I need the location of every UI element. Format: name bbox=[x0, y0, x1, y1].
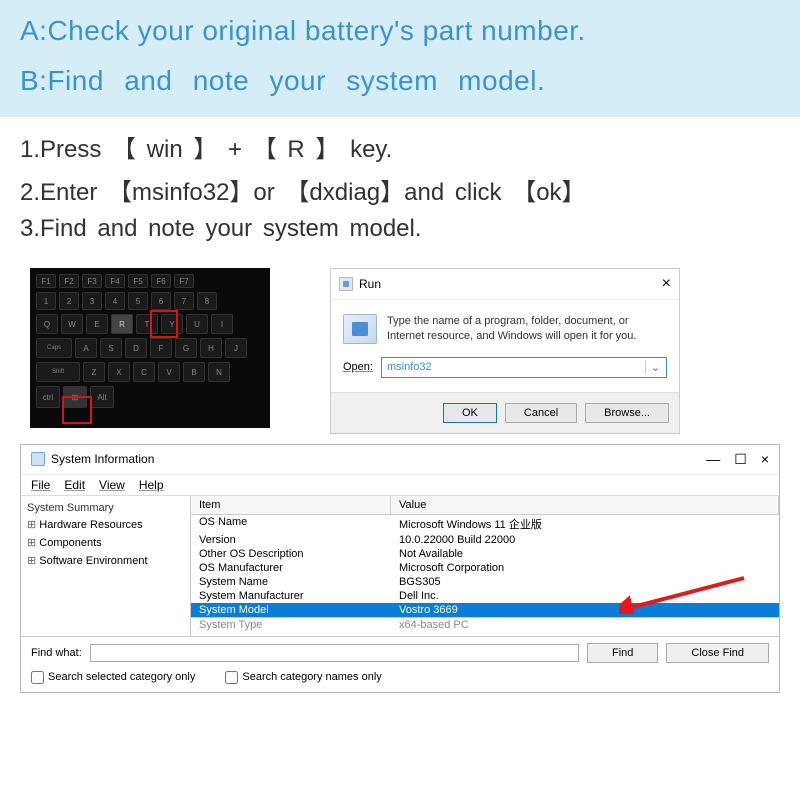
sysinfo-tree: System Summary Hardware Resources Compon… bbox=[21, 496, 191, 636]
col-header-value: Value bbox=[391, 496, 779, 514]
find-bar: Find what: Find Close Find bbox=[21, 636, 779, 669]
find-button[interactable]: Find bbox=[587, 643, 658, 663]
kb-key: G bbox=[175, 338, 197, 358]
kb-key: F7 bbox=[174, 274, 194, 288]
run-dialog: Run × Type the name of a program, folder… bbox=[330, 268, 680, 434]
table-row[interactable]: OS NameMicrosoft Windows 11 企业版 bbox=[191, 515, 779, 533]
kb-key: Z bbox=[83, 362, 105, 382]
kb-key: F3 bbox=[82, 274, 102, 288]
sysinfo-title-text: System Information bbox=[51, 452, 154, 466]
kb-key: C bbox=[133, 362, 155, 382]
kb-key: X bbox=[108, 362, 130, 382]
col-header-item: Item bbox=[191, 496, 391, 514]
kb-key: D bbox=[125, 338, 147, 358]
menu-help[interactable]: Help bbox=[139, 478, 164, 492]
kb-key: Alt bbox=[90, 386, 114, 408]
table-row[interactable]: System NameBGS305 bbox=[191, 575, 779, 589]
menu-file[interactable]: File bbox=[31, 478, 50, 492]
cb-selected-category[interactable]: Search selected category only bbox=[31, 671, 195, 684]
header-line-b: B:Find and note your system model. bbox=[20, 65, 780, 97]
kb-key: H bbox=[200, 338, 222, 358]
minimize-icon[interactable]: — bbox=[706, 451, 720, 468]
sysinfo-menubar: File Edit View Help bbox=[21, 475, 779, 496]
win-key-highlight bbox=[62, 396, 92, 424]
header-line-a: A:Check your original battery's part num… bbox=[20, 15, 780, 47]
kb-key: F4 bbox=[105, 274, 125, 288]
kb-key: E bbox=[86, 314, 108, 334]
kb-key: Shift bbox=[36, 362, 80, 382]
kb-key: N bbox=[208, 362, 230, 382]
run-title-icon bbox=[339, 277, 353, 291]
table-row[interactable]: Version10.0.22000 Build 22000 bbox=[191, 533, 779, 547]
kb-key: J bbox=[225, 338, 247, 358]
menu-view[interactable]: View bbox=[99, 478, 125, 492]
kb-key: 4 bbox=[105, 292, 125, 310]
table-row[interactable]: OS ManufacturerMicrosoft Corporation bbox=[191, 561, 779, 575]
row-cut: System Type x64-based PC bbox=[191, 617, 779, 632]
table-row[interactable]: System ManufacturerDell Inc. bbox=[191, 589, 779, 603]
menu-edit[interactable]: Edit bbox=[64, 478, 85, 492]
kb-key: A bbox=[75, 338, 97, 358]
kb-key: F6 bbox=[151, 274, 171, 288]
tree-system-summary[interactable]: System Summary bbox=[27, 500, 184, 518]
tree-hardware[interactable]: Hardware Resources bbox=[27, 517, 184, 535]
find-label: Find what: bbox=[31, 647, 82, 659]
step-1: 1.Press 【 win 】 + 【 R 】 key. bbox=[20, 129, 780, 164]
kb-key: 5 bbox=[128, 292, 148, 310]
step-2: 2.Enter 【msinfo32】or 【dxdiag】and click 【… bbox=[20, 172, 780, 207]
ok-button[interactable]: OK bbox=[443, 403, 497, 423]
kb-key: I bbox=[211, 314, 233, 334]
cancel-button[interactable]: Cancel bbox=[505, 403, 577, 423]
kb-key: 2 bbox=[59, 292, 79, 310]
kb-key: 7 bbox=[174, 292, 194, 310]
close-icon[interactable]: × bbox=[761, 451, 769, 468]
kb-key: R bbox=[111, 314, 133, 334]
run-titlebar: Run × bbox=[331, 269, 679, 300]
step-3: 3.Find and note your system model. bbox=[20, 215, 780, 243]
run-description: Type the name of a program, folder, docu… bbox=[387, 314, 667, 345]
table-row[interactable]: Other OS DescriptionNot Available bbox=[191, 547, 779, 561]
row-system-model[interactable]: System Model Vostro 3669 bbox=[191, 603, 779, 617]
r-key-highlight bbox=[150, 310, 178, 338]
kb-key: F bbox=[150, 338, 172, 358]
find-input[interactable] bbox=[90, 644, 579, 662]
kb-key: U bbox=[186, 314, 208, 334]
kb-key: F5 bbox=[128, 274, 148, 288]
sysinfo-window: System Information — ☐ × File Edit View … bbox=[20, 444, 780, 693]
kb-key: B bbox=[183, 362, 205, 382]
kb-key: 8 bbox=[197, 292, 217, 310]
maximize-icon[interactable]: ☐ bbox=[734, 451, 747, 468]
run-title-text: Run bbox=[359, 277, 381, 291]
kb-key: 1 bbox=[36, 292, 56, 310]
close-icon[interactable]: × bbox=[662, 275, 671, 293]
sysinfo-titlebar: System Information — ☐ × bbox=[21, 445, 779, 475]
run-input[interactable]: msinfo32 ⌄ bbox=[381, 357, 667, 378]
sysinfo-table: Item Value OS NameMicrosoft Windows 11 企… bbox=[191, 496, 779, 636]
kb-key: 3 bbox=[82, 292, 102, 310]
keyboard-image: F1F2F3F4F5F6F7 12345678 QWERTYUI CapsASD… bbox=[30, 268, 270, 428]
cb-category-names[interactable]: Search category names only bbox=[225, 671, 381, 684]
steps-list: 1.Press 【 win 】 + 【 R 】 key. 2.Enter 【ms… bbox=[0, 117, 800, 263]
kb-key: S bbox=[100, 338, 122, 358]
tree-software[interactable]: Software Environment bbox=[27, 553, 184, 571]
kb-key: F1 bbox=[36, 274, 56, 288]
dropdown-icon[interactable]: ⌄ bbox=[645, 361, 661, 374]
kb-key: Caps bbox=[36, 338, 72, 358]
kb-key: ctrl bbox=[36, 386, 60, 408]
sysinfo-icon bbox=[31, 452, 45, 466]
kb-key: V bbox=[158, 362, 180, 382]
kb-key: Q bbox=[36, 314, 58, 334]
kb-key: F2 bbox=[59, 274, 79, 288]
browse-button[interactable]: Browse... bbox=[585, 403, 669, 423]
kb-key: 6 bbox=[151, 292, 171, 310]
instruction-header: A:Check your original battery's part num… bbox=[0, 0, 800, 117]
kb-key: W bbox=[61, 314, 83, 334]
close-find-button[interactable]: Close Find bbox=[666, 643, 769, 663]
open-label: Open: bbox=[343, 361, 373, 373]
run-app-icon bbox=[343, 314, 377, 344]
tree-components[interactable]: Components bbox=[27, 535, 184, 553]
